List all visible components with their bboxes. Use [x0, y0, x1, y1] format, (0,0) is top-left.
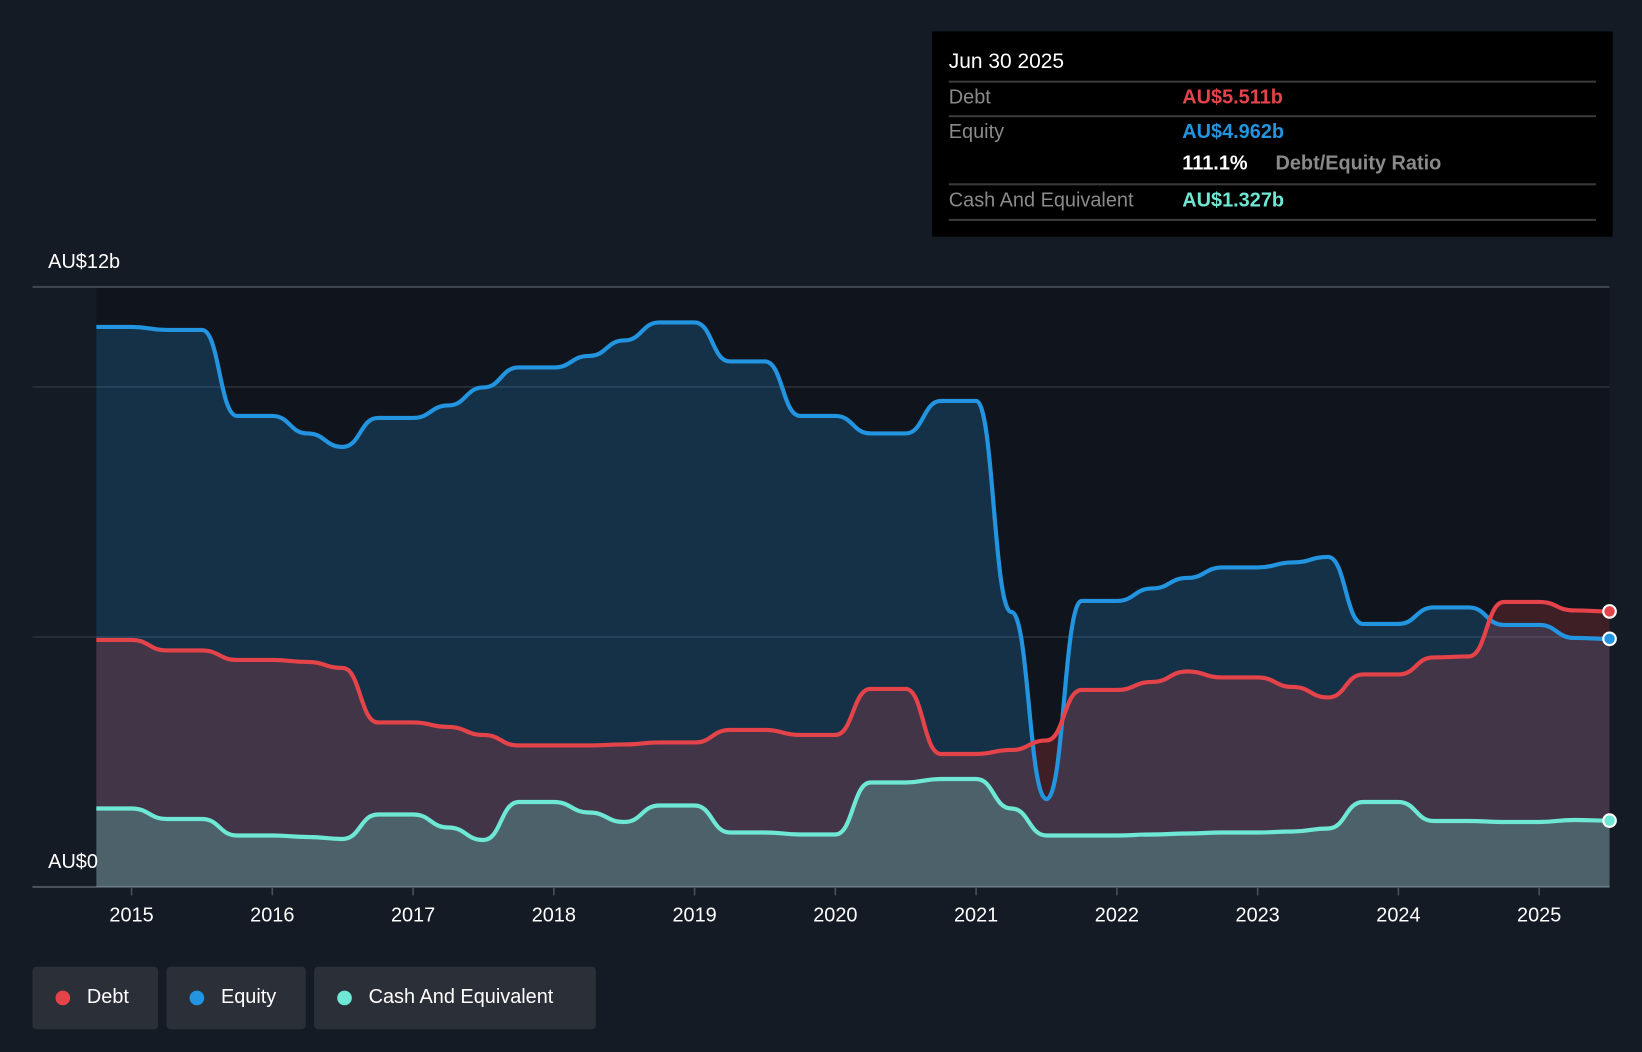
equity-end-marker — [1602, 631, 1617, 647]
debt-end-marker — [1602, 604, 1617, 619]
cash-line — [96, 776, 1610, 843]
legend-item-cash[interactable]: Cash And Equivalent — [314, 966, 596, 1030]
x-tick-label: 2021 — [954, 905, 998, 927]
legend-label-equity: Equity — [220, 986, 277, 1009]
debt-area — [96, 601, 1610, 887]
tooltip-date: Jun 30 2025 — [948, 50, 1065, 74]
y-axis-min-label: AU$0 — [48, 851, 98, 874]
tooltip: Jun 30 2025 Debt AU$5.511b Equity AU$4.9… — [932, 31, 1613, 237]
tooltip-row-ratio: 111.1% Debt/Equity Ratio — [949, 149, 1596, 183]
x-tick-label: 2017 — [391, 905, 435, 927]
tooltip-cash-value: AU$1.327b — [1182, 189, 1285, 212]
tooltip-ratio-value: 111.1% — [1182, 152, 1248, 175]
tooltip-equity-value: AU$4.962b — [1182, 121, 1285, 144]
equity-line — [96, 320, 1610, 802]
x-tick-label: 2020 — [813, 905, 857, 927]
legend-label-debt: Debt — [86, 986, 129, 1009]
tooltip-cash-label: Cash And Equivalent — [948, 189, 1134, 212]
y-axis-max-label: AU$12b — [48, 251, 121, 274]
x-tick-label: 2024 — [1376, 905, 1420, 927]
tooltip-debt-label: Debt — [948, 86, 991, 109]
x-tick-label: 2018 — [532, 905, 576, 927]
x-tick-label: 2023 — [1236, 905, 1280, 927]
tooltip-divider — [948, 218, 1596, 221]
legend-label-cash: Cash And Equivalent — [368, 986, 554, 1009]
tooltip-debt-value: AU$5.511b — [1182, 86, 1283, 109]
tooltip-row-debt: Debt AU$5.511b — [948, 80, 1596, 117]
equity-dot-icon — [189, 990, 205, 1006]
x-tick-label: 2016 — [250, 905, 294, 927]
legend-item-equity[interactable]: Equity — [166, 966, 306, 1030]
x-tick-label: 2015 — [109, 905, 153, 927]
cash-end-marker — [1602, 813, 1617, 828]
x-tick-label: 2025 — [1517, 905, 1561, 927]
tooltip-equity-label: Equity — [948, 121, 1005, 144]
tooltip-row-cash: Cash And Equivalent AU$1.327b — [948, 183, 1596, 219]
x-tick-label: 2019 — [672, 905, 716, 927]
legend-item-debt[interactable]: Debt — [32, 966, 159, 1030]
equity-area — [96, 322, 1610, 887]
debt-dot-icon — [55, 990, 71, 1006]
debt-line — [96, 599, 1610, 757]
x-tick-label: 2022 — [1095, 905, 1139, 927]
tooltip-row-equity: Equity AU$4.962b — [948, 115, 1596, 151]
tooltip-ratio-label: Debt/Equity Ratio — [1275, 152, 1442, 175]
cash-area — [96, 778, 1610, 887]
cash-dot-icon — [337, 990, 352, 1006]
